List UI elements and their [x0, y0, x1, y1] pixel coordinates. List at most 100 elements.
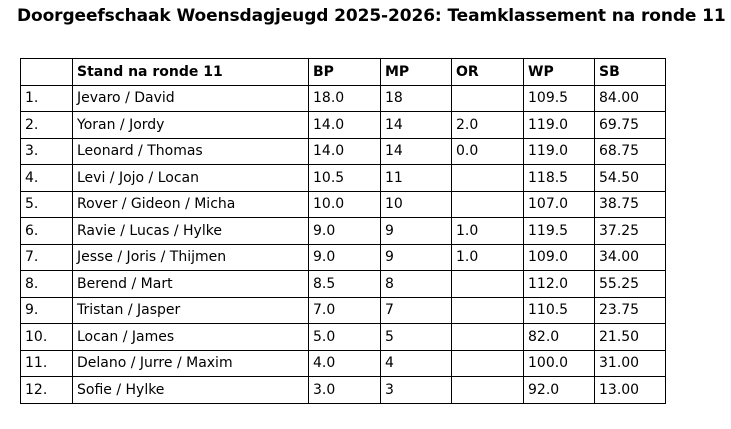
cell-mp: 10 — [380, 190, 452, 218]
cell-wp: 82.0 — [523, 323, 595, 351]
cell-team: Levi / Jojo / Locan — [72, 164, 309, 192]
cell-bp: 10.5 — [308, 164, 381, 192]
cell-or — [451, 164, 524, 192]
cell-wp: 100.0 — [523, 349, 595, 377]
cell-wp: 109.5 — [523, 84, 595, 112]
cell-bp: 9.0 — [308, 243, 381, 271]
column-header-team: Stand na ronde 11 — [72, 58, 309, 86]
cell-team: Tristan / Jasper — [72, 296, 309, 324]
cell-wp: 119.0 — [523, 111, 595, 139]
cell-rank: 9. — [20, 296, 73, 324]
cell-mp: 8 — [380, 270, 452, 298]
cell-mp: 4 — [380, 349, 452, 377]
cell-sb: 54.50 — [594, 164, 666, 192]
cell-sb: 84.00 — [594, 84, 666, 112]
cell-or — [451, 84, 524, 112]
cell-or: 0.0 — [451, 137, 524, 165]
cell-bp: 18.0 — [308, 84, 381, 112]
cell-wp: 92.0 — [523, 376, 595, 404]
cell-rank: 11. — [20, 349, 73, 377]
cell-wp: 119.5 — [523, 217, 595, 245]
cell-wp: 110.5 — [523, 296, 595, 324]
cell-or — [451, 323, 524, 351]
cell-mp: 11 — [380, 164, 452, 192]
cell-team: Delano / Jurre / Maxim — [72, 349, 309, 377]
cell-or: 1.0 — [451, 217, 524, 245]
cell-rank: 8. — [20, 270, 73, 298]
cell-team: Leonard / Thomas — [72, 137, 309, 165]
cell-mp: 14 — [380, 111, 452, 139]
cell-bp: 10.0 — [308, 190, 381, 218]
cell-or — [451, 190, 524, 218]
table-row: 8. Berend / Mart 8.5 8 112.0 55.25 — [20, 270, 666, 298]
page-title: Doorgeefschaak Woensdagjeugd 2025-2026: … — [17, 6, 726, 26]
column-header-rank — [20, 58, 73, 86]
table-row: 3. Leonard / Thomas 14.0 14 0.0 119.0 68.75 — [20, 137, 666, 165]
cell-bp: 14.0 — [308, 137, 381, 165]
cell-team: Ravie / Lucas / Hylke — [72, 217, 309, 245]
cell-rank: 1. — [20, 84, 73, 112]
table-row: 5. Rover / Gideon / Micha 10.0 10 107.0 38.75 — [20, 190, 666, 218]
cell-rank: 4. — [20, 164, 73, 192]
cell-wp: 119.0 — [523, 137, 595, 165]
cell-bp: 14.0 — [308, 111, 381, 139]
table-row: 12. Sofie / Hylke 3.0 3 92.0 13.00 — [20, 376, 666, 404]
cell-team: Jesse / Joris / Thijmen — [72, 243, 309, 271]
table-row: 10. Locan / James 5.0 5 82.0 21.50 — [20, 323, 666, 351]
cell-wp: 107.0 — [523, 190, 595, 218]
cell-rank: 3. — [20, 137, 73, 165]
cell-rank: 10. — [20, 323, 73, 351]
cell-rank: 12. — [20, 376, 73, 404]
cell-bp: 3.0 — [308, 376, 381, 404]
cell-wp: 112.0 — [523, 270, 595, 298]
cell-sb: 31.00 — [594, 349, 666, 377]
cell-team: Sofie / Hylke — [72, 376, 309, 404]
table-row: 2. Yoran / Jordy 14.0 14 2.0 119.0 69.75 — [20, 111, 666, 139]
standings-table: Stand na ronde 11 BP MP OR WP SB 1. Jevaro / D… — [20, 58, 666, 404]
cell-sb: 37.25 — [594, 217, 666, 245]
cell-sb: 21.50 — [594, 323, 666, 351]
column-header-sb: SB — [594, 58, 666, 86]
cell-rank: 5. — [20, 190, 73, 218]
cell-or — [451, 270, 524, 298]
cell-sb: 68.75 — [594, 137, 666, 165]
cell-bp: 7.0 — [308, 296, 381, 324]
cell-team: Jevaro / David — [72, 84, 309, 112]
table-row: 9. Tristan / Jasper 7.0 7 110.5 23.75 — [20, 296, 666, 324]
cell-mp: 7 — [380, 296, 452, 324]
cell-or — [451, 376, 524, 404]
table-row: 4. Levi / Jojo / Locan 10.5 11 118.5 54.50 — [20, 164, 666, 192]
column-header-bp: BP — [308, 58, 381, 86]
cell-wp: 118.5 — [523, 164, 595, 192]
column-header-or: OR — [451, 58, 524, 86]
cell-bp: 9.0 — [308, 217, 381, 245]
cell-bp: 4.0 — [308, 349, 381, 377]
cell-sb: 23.75 — [594, 296, 666, 324]
table-row: 7. Jesse / Joris / Thijmen 9.0 9 1.0 109.0 34.… — [20, 243, 666, 271]
cell-rank: 6. — [20, 217, 73, 245]
cell-sb: 13.00 — [594, 376, 666, 404]
cell-rank: 7. — [20, 243, 73, 271]
column-header-mp: MP — [380, 58, 452, 86]
table-row: 11. Delano / Jurre / Maxim 4.0 4 100.0 31.00 — [20, 349, 666, 377]
cell-mp: 3 — [380, 376, 452, 404]
cell-mp: 5 — [380, 323, 452, 351]
cell-sb: 38.75 — [594, 190, 666, 218]
cell-mp: 18 — [380, 84, 452, 112]
cell-sb: 55.25 — [594, 270, 666, 298]
cell-or: 1.0 — [451, 243, 524, 271]
cell-or: 2.0 — [451, 111, 524, 139]
cell-wp: 109.0 — [523, 243, 595, 271]
cell-sb: 34.00 — [594, 243, 666, 271]
cell-team: Locan / James — [72, 323, 309, 351]
cell-rank: 2. — [20, 111, 73, 139]
table-body: 1. Jevaro / David 18.0 18 109.5 84.00 2. Yoran … — [20, 84, 666, 404]
cell-bp: 5.0 — [308, 323, 381, 351]
table-row: 6. Ravie / Lucas / Hylke 9.0 9 1.0 119.5 37.25 — [20, 217, 666, 245]
cell-or — [451, 349, 524, 377]
cell-mp: 9 — [380, 217, 452, 245]
cell-mp: 14 — [380, 137, 452, 165]
cell-team: Berend / Mart — [72, 270, 309, 298]
cell-or — [451, 296, 524, 324]
table-row: 1. Jevaro / David 18.0 18 109.5 84.00 — [20, 84, 666, 112]
